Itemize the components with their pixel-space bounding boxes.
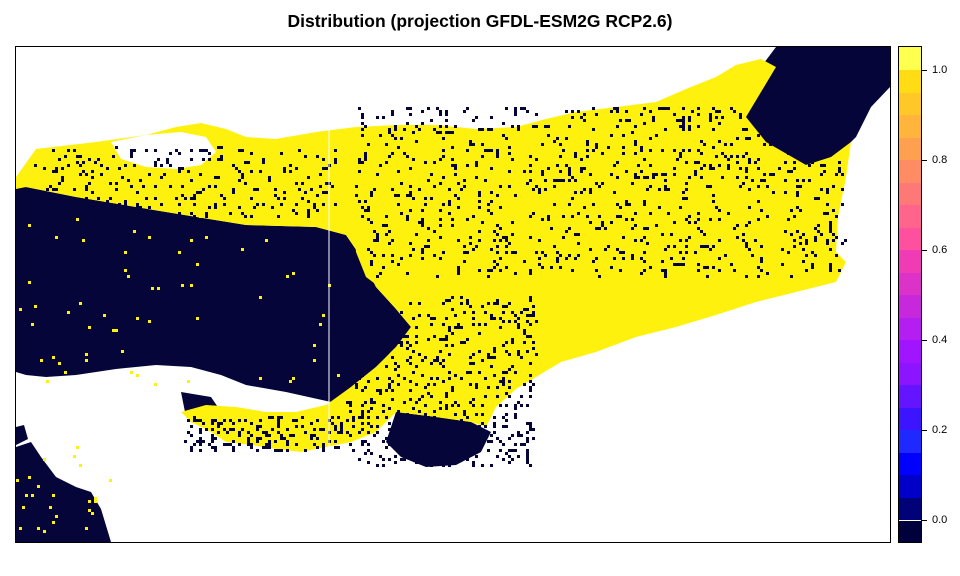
legend-step-10 — [899, 294, 921, 318]
legend-step-13 — [899, 227, 921, 250]
legend-step-4 — [899, 429, 921, 453]
legend-tick-label: 0.0 — [932, 513, 948, 526]
legend-tick-mark — [922, 519, 927, 521]
legend-tick-mark — [922, 69, 927, 71]
legend-tick-label: 0.4 — [932, 333, 948, 346]
raster-speckle — [16, 107, 847, 533]
legend-step-6 — [899, 384, 921, 408]
legend-step-0 — [899, 519, 921, 542]
map-title: Distribution (projection GFDL-ESM2G RCP2… — [287, 11, 673, 31]
map-panel — [15, 46, 891, 543]
legend-step-21 — [899, 47, 921, 70]
legend-tick-mark — [922, 429, 927, 431]
legend-tick-mark — [922, 159, 927, 161]
legend-step-9 — [899, 317, 921, 340]
legend-step-8 — [899, 339, 921, 363]
legend-step-2 — [899, 474, 921, 498]
legend-step-16 — [899, 159, 921, 183]
legend-tick-mark — [922, 249, 927, 251]
legend-step-12 — [899, 249, 921, 273]
legend-tick-label: 1.0 — [932, 63, 948, 76]
color-legend — [898, 46, 922, 543]
legend-step-20 — [899, 69, 921, 93]
legend-step-17 — [899, 137, 921, 160]
legend-step-19 — [899, 92, 921, 115]
legend-tick-mark — [922, 339, 927, 341]
legend-tick-label: 0.2 — [932, 423, 948, 436]
legend-step-18 — [899, 114, 921, 138]
legend-step-11 — [899, 272, 921, 295]
legend-step-5 — [899, 407, 921, 430]
distribution-raster — [16, 47, 890, 542]
legend-step-15 — [899, 182, 921, 205]
legend-step-14 — [899, 204, 921, 228]
legend-step-1 — [899, 497, 921, 520]
legend-step-7 — [899, 362, 921, 385]
legend-tick-label: 0.6 — [932, 243, 948, 256]
legend-zero-line — [899, 519, 921, 521]
legend-step-3 — [899, 452, 921, 475]
legend-tick-label: 0.8 — [932, 153, 948, 166]
